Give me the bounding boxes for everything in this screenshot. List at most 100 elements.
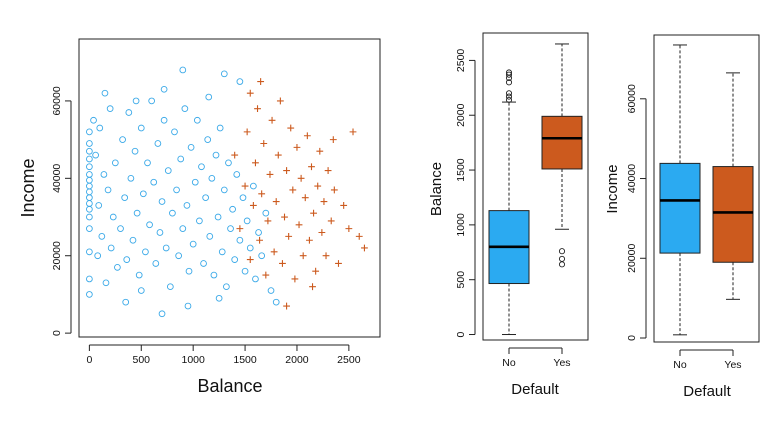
- scatter-point-no: [86, 291, 93, 298]
- scatter-point-no: [216, 124, 224, 132]
- balance-boxes-group: [488, 43, 583, 336]
- scatter-point-no: [129, 236, 137, 244]
- scatter-point-no: [101, 89, 109, 97]
- scatter-y-tick-label: 0: [51, 330, 63, 336]
- scatter-point-yes: [262, 271, 270, 279]
- scatter-point-no: [121, 194, 129, 202]
- scatter-point-no: [164, 167, 172, 174]
- scatter-point-no: [158, 310, 166, 318]
- scatter-point-no: [133, 209, 141, 217]
- scatter-point-yes: [306, 236, 313, 244]
- scatter-point-no: [107, 244, 115, 252]
- scatter-point-no: [109, 213, 117, 221]
- scatter-plot-frame: [78, 38, 381, 338]
- income-boxplot-panel: 0 20000 40000 60000 No Yes Default Income: [604, 34, 760, 400]
- income-boxplot-y-axis-label: Income: [604, 164, 621, 213]
- balance-x-tick-label-yes: Yes: [553, 357, 570, 369]
- scatter-point-no: [239, 194, 247, 202]
- scatter-point-no: [179, 225, 187, 232]
- scatter-point-no: [158, 198, 166, 205]
- income-y-tick-label: 40000: [626, 164, 638, 193]
- scatter-point-no: [210, 271, 218, 279]
- scatter-point-no: [94, 252, 102, 260]
- balance-outlier-no: [505, 79, 513, 86]
- scatter-point-no: [160, 116, 168, 124]
- scatter-point-yes: [254, 105, 261, 113]
- scatter-point-yes: [295, 221, 303, 229]
- scatter-point-no: [160, 85, 168, 93]
- balance-outlier-no: [505, 69, 513, 76]
- balance-boxplot-x-axis-label: Default: [511, 381, 559, 398]
- scatter-point-no: [102, 279, 110, 287]
- scatter-point-no: [236, 78, 244, 85]
- scatter-point-no: [135, 271, 143, 279]
- scatter-point-no: [205, 93, 213, 101]
- scatter-x-axis: 0 500 1000 1500 2000 2500: [86, 344, 361, 366]
- balance-box-yes: [541, 115, 583, 170]
- scatter-point-yes: [310, 209, 317, 217]
- scatter-point-yes: [260, 140, 268, 147]
- scatter-point-no: [258, 252, 266, 260]
- balance-outlier-yes: [558, 248, 566, 255]
- income-boxplot-x-axis-label: Default: [683, 383, 731, 400]
- scatter-point-no: [187, 144, 195, 151]
- scatter-point-no: [100, 171, 108, 178]
- scatter-point-no: [86, 225, 93, 232]
- scatter-point-yes: [287, 124, 295, 132]
- scatter-point-yes: [301, 194, 309, 202]
- scatter-point-yes: [297, 174, 305, 182]
- scatter-point-no: [233, 171, 241, 178]
- scatter-point-no: [166, 283, 174, 291]
- scatter-x-tick-label: 1500: [233, 354, 257, 366]
- scatter-point-no: [175, 252, 182, 260]
- scatter-point-no: [181, 105, 189, 113]
- scatter-point-yes: [320, 198, 328, 205]
- scatter-point-yes: [283, 302, 290, 310]
- scatter-point-yes: [243, 128, 251, 136]
- balance-outlier-no: [505, 90, 513, 97]
- scatter-point-no: [177, 155, 185, 163]
- scatter-point-yes: [274, 151, 282, 159]
- scatter-point-no: [241, 267, 249, 275]
- scatter-point-yes: [309, 283, 316, 291]
- scatter-point-no: [119, 136, 126, 143]
- scatter-point-no: [229, 205, 236, 213]
- income-box-no: [659, 162, 701, 254]
- scatter-points-group: [86, 66, 368, 318]
- scatter-point-yes: [246, 89, 254, 97]
- scatter-point-no: [131, 147, 139, 155]
- scatter-point-yes: [349, 128, 357, 136]
- scatter-x-axis-label: Balance: [197, 376, 262, 396]
- income-boxplot-frame: [653, 34, 760, 343]
- scatter-point-no: [90, 116, 97, 124]
- scatter-point-yes: [318, 229, 326, 236]
- scatter-point-no: [191, 178, 199, 186]
- balance-y-tick-label: 500: [455, 271, 467, 289]
- income-y-axis: 0 20000 40000 60000: [626, 84, 647, 341]
- scatter-point-no: [86, 155, 93, 163]
- scatter-point-no: [86, 128, 93, 136]
- scatter-point-yes: [252, 159, 259, 167]
- scatter-point-yes: [270, 248, 278, 256]
- scatter-x-tick-label: 0: [86, 354, 92, 366]
- scatter-point-yes: [283, 167, 290, 174]
- scatter-point-yes: [324, 167, 332, 174]
- scatter-point-no: [196, 217, 203, 225]
- balance-boxplot-panel: 0 500 1000 1500 2000 2500 No Yes Default Balan…: [428, 32, 589, 398]
- scatter-point-yes: [241, 182, 249, 190]
- scatter-point-no: [150, 178, 158, 186]
- scatter-point-no: [255, 229, 262, 236]
- scatter-point-no: [169, 209, 176, 217]
- scatter-point-yes: [289, 186, 297, 194]
- balance-y-tick-label: 1500: [455, 158, 467, 182]
- scatter-point-no: [104, 186, 112, 194]
- scatter-point-yes: [266, 171, 274, 178]
- scatter-point-no: [86, 171, 93, 178]
- scatter-point-no: [92, 151, 99, 159]
- scatter-x-tick-label: 500: [133, 354, 151, 366]
- scatter-point-no: [184, 302, 192, 310]
- income-x-tick-label-yes: Yes: [724, 359, 741, 371]
- scatter-y-tick-label: 40000: [51, 164, 63, 193]
- scatter-point-no: [185, 267, 193, 275]
